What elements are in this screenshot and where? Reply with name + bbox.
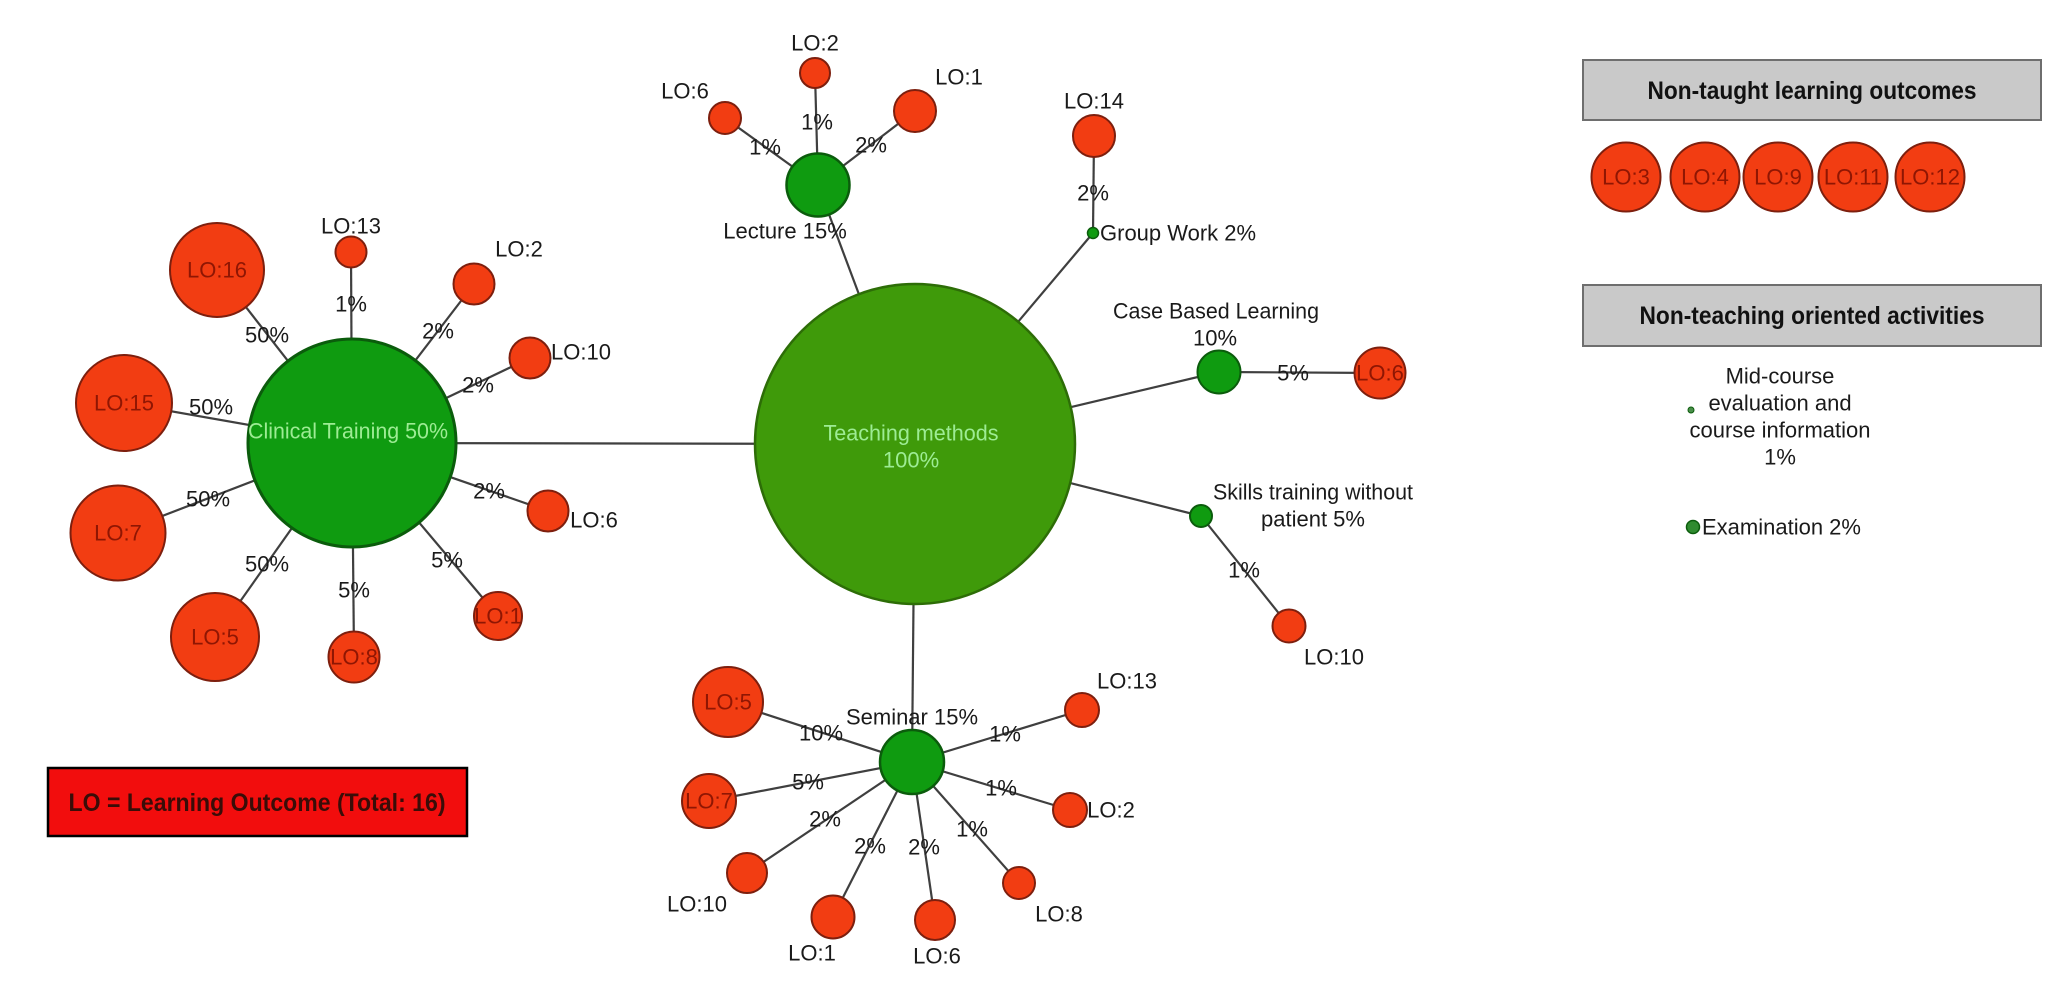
svg-text:LO:5: LO:5 [191, 625, 239, 650]
svg-text:1%: 1% [956, 817, 988, 842]
svg-text:LO:7: LO:7 [685, 789, 733, 814]
svg-text:LO:3: LO:3 [1602, 165, 1650, 190]
svg-text:1%: 1% [1228, 558, 1260, 583]
svg-text:LO:10: LO:10 [1304, 645, 1364, 670]
svg-text:50%: 50% [186, 487, 230, 512]
svg-text:LO:11: LO:11 [1824, 165, 1882, 190]
svg-text:LO:14: LO:14 [1064, 89, 1124, 114]
svg-text:course information: course information [1690, 418, 1871, 443]
svg-text:LO = Learning Outcome (Total:: LO = Learning Outcome (Total: 16) [69, 789, 446, 817]
svg-text:1%: 1% [749, 135, 781, 160]
svg-text:LO:6: LO:6 [570, 508, 618, 533]
svg-text:1%: 1% [801, 110, 833, 135]
svg-text:2%: 2% [462, 373, 494, 398]
svg-text:Examination 2%: Examination 2% [1702, 515, 1861, 540]
svg-text:2%: 2% [854, 834, 886, 859]
svg-text:2%: 2% [422, 319, 454, 344]
svg-text:1%: 1% [335, 292, 367, 317]
svg-text:50%: 50% [245, 323, 289, 348]
svg-text:LO:1: LO:1 [474, 604, 522, 629]
svg-text:LO:12: LO:12 [1900, 165, 1960, 190]
svg-text:5%: 5% [338, 578, 370, 603]
svg-text:2%: 2% [1077, 181, 1109, 206]
svg-text:LO:2: LO:2 [791, 31, 839, 56]
svg-text:1%: 1% [1764, 445, 1796, 470]
svg-text:LO:8: LO:8 [330, 645, 378, 670]
svg-text:Lecture 15%: Lecture 15% [723, 219, 847, 244]
svg-text:LO:6: LO:6 [913, 944, 961, 969]
svg-text:LO:13: LO:13 [321, 214, 381, 239]
svg-text:LO:2: LO:2 [495, 237, 543, 262]
svg-text:1%: 1% [989, 722, 1021, 747]
svg-text:Clinical Training 50%: Clinical Training 50% [248, 419, 448, 444]
svg-text:LO:7: LO:7 [94, 521, 142, 546]
svg-text:Skills training without: Skills training without [1213, 480, 1413, 505]
svg-text:LO:10: LO:10 [551, 340, 611, 365]
svg-text:Teaching methods: Teaching methods [824, 421, 999, 446]
svg-text:Non-teaching oriented activiti: Non-teaching oriented activities [1640, 302, 1985, 330]
svg-text:2%: 2% [908, 835, 940, 860]
svg-text:LO:16: LO:16 [187, 258, 247, 283]
svg-text:100%: 100% [883, 448, 939, 473]
svg-text:LO:8: LO:8 [1035, 902, 1083, 927]
svg-text:LO:6: LO:6 [1356, 361, 1404, 386]
svg-text:Non-taught learning outcomes: Non-taught learning outcomes [1648, 77, 1977, 105]
svg-text:LO:15: LO:15 [94, 391, 154, 416]
svg-text:5%: 5% [792, 770, 824, 795]
svg-text:5%: 5% [431, 548, 463, 573]
svg-text:LO:2: LO:2 [1087, 798, 1135, 823]
svg-text:10%: 10% [1193, 326, 1237, 351]
svg-text:LO:6: LO:6 [661, 79, 709, 104]
svg-text:Group Work 2%: Group Work 2% [1100, 221, 1256, 246]
svg-text:LO:1: LO:1 [788, 941, 836, 966]
svg-text:50%: 50% [189, 395, 233, 420]
svg-text:2%: 2% [855, 133, 887, 158]
svg-text:evaluation and: evaluation and [1708, 391, 1851, 416]
svg-text:5%: 5% [1277, 361, 1309, 386]
svg-text:patient 5%: patient 5% [1261, 507, 1365, 532]
svg-text:LO:1: LO:1 [935, 65, 983, 90]
svg-text:Seminar 15%: Seminar 15% [846, 705, 978, 730]
svg-text:LO:13: LO:13 [1097, 669, 1157, 694]
svg-text:50%: 50% [245, 552, 289, 577]
svg-text:2%: 2% [473, 479, 505, 504]
svg-text:Case Based Learning: Case Based Learning [1113, 299, 1319, 324]
svg-text:2%: 2% [809, 807, 841, 832]
svg-text:10%: 10% [799, 721, 843, 746]
svg-text:LO:10: LO:10 [667, 892, 727, 917]
svg-text:1%: 1% [985, 776, 1017, 801]
svg-text:LO:4: LO:4 [1681, 165, 1729, 190]
svg-text:LO:9: LO:9 [1754, 165, 1802, 190]
svg-text:Mid-course: Mid-course [1726, 364, 1835, 389]
svg-text:LO:5: LO:5 [704, 690, 752, 715]
